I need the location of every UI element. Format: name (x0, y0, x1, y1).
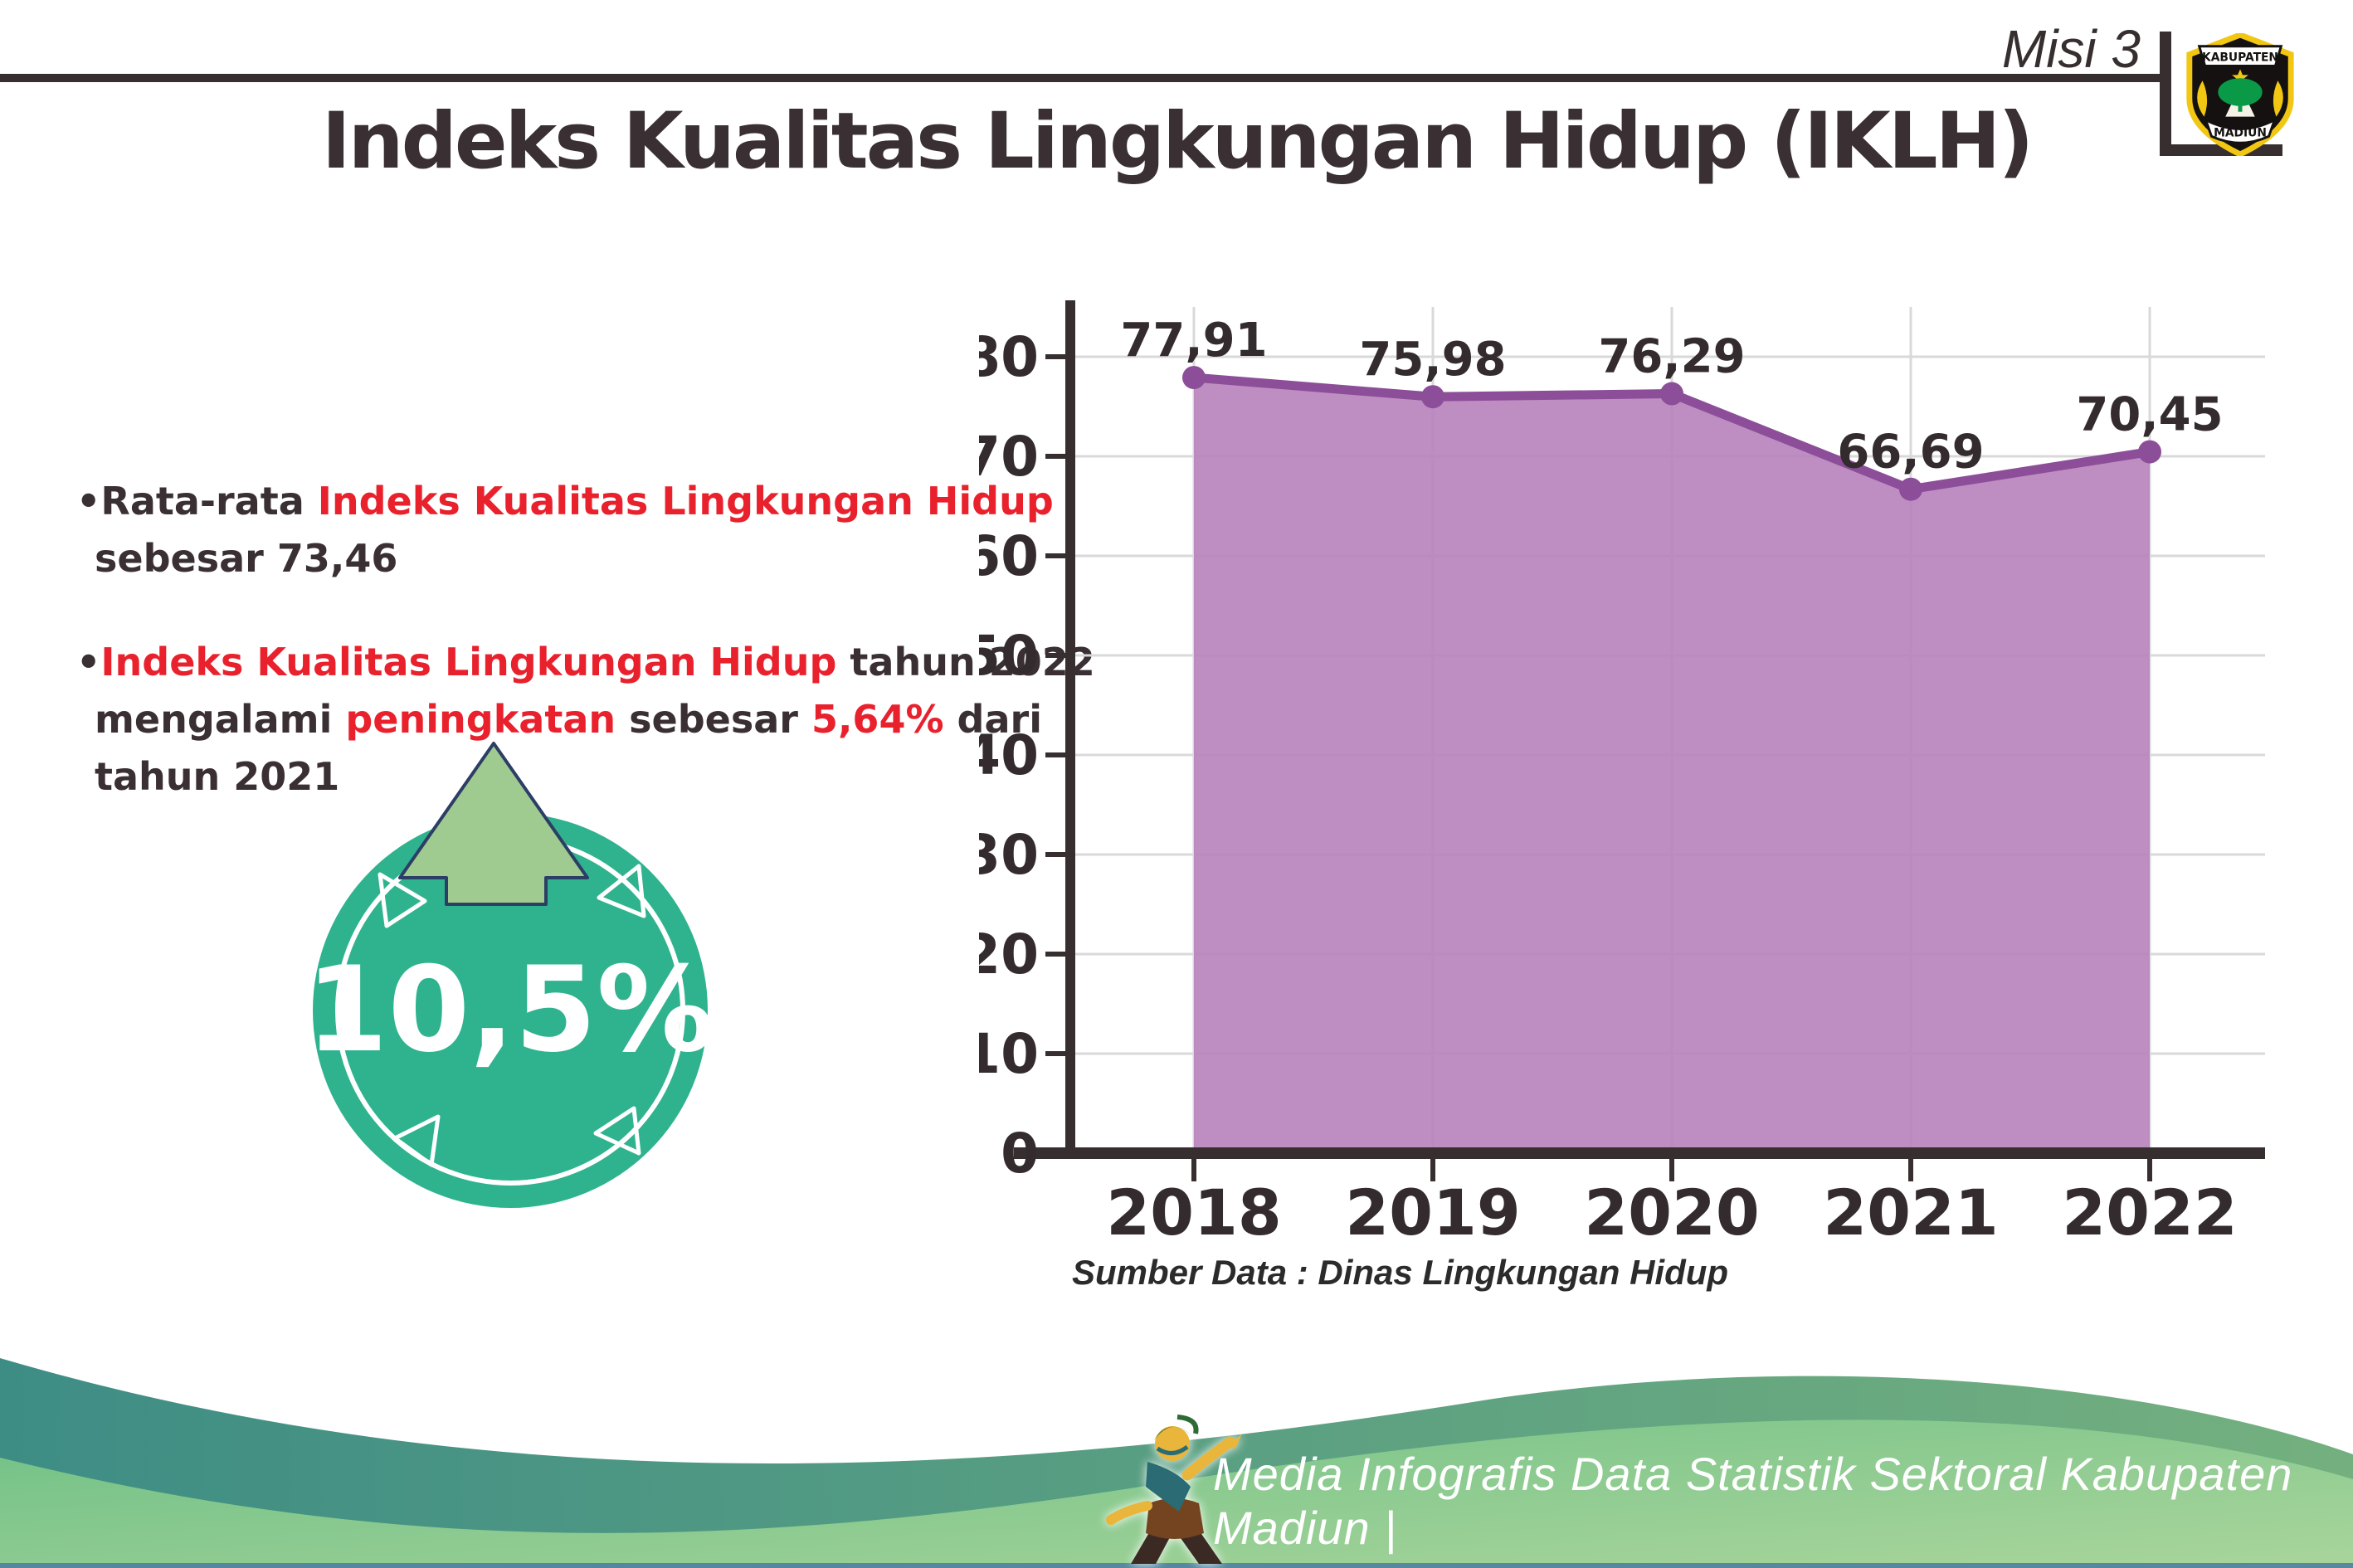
footer-credit: Media Infografis Data Statistik Sektoral… (1213, 1448, 2293, 1554)
mission-label: Misi 3 (2001, 19, 2141, 79)
badge-value: 10,5% (307, 942, 714, 1079)
data-point-label: 75,98 (1359, 333, 1506, 387)
x-tick-label: 2020 (1584, 1176, 1760, 1249)
logo-bottom-text: MADIUN (2214, 126, 2267, 139)
badge-triangle-se (593, 1106, 641, 1156)
highlight-bullets: •Rata-rata Indeks Kualitas Lingkungan Hi… (76, 473, 1097, 852)
y-tick-label: 70 (979, 425, 1039, 489)
data-point (1899, 477, 1922, 501)
kabupaten-madiun-logo-icon: KABUPATEN MADIUN (2186, 33, 2294, 156)
y-tick-label: 30 (979, 823, 1039, 887)
data-point-label: 77,91 (1120, 314, 1267, 368)
logo-top-text: KABUPATEN (2202, 51, 2278, 65)
y-tick-label: 0 (1001, 1122, 1039, 1186)
y-tick-label: 80 (979, 325, 1039, 389)
x-tick-label: 2022 (2062, 1176, 2238, 1249)
header-rule (0, 74, 2167, 82)
badge-triangle-sw (392, 1114, 441, 1167)
logo-frame-vertical (2160, 32, 2171, 156)
data-point (1660, 382, 1683, 406)
footer-bottom-strip (0, 1563, 2353, 1568)
x-tick-label: 2018 (1106, 1176, 1282, 1249)
x-tick-label: 2019 (1345, 1176, 1521, 1249)
iklh-area-chart: 0 10 20 30 40 50 60 70 80 2018 2019 2020 2021 2022 77,… (979, 300, 2265, 1249)
badge-triangle-nw (378, 872, 427, 928)
badge-triangle-ne (597, 864, 646, 918)
y-tick-label: 60 (979, 524, 1039, 588)
bullet-item: •Rata-rata Indeks Kualitas Lingkungan Hi… (76, 479, 1054, 581)
dancer-mascot-icon (1106, 1415, 1242, 1564)
data-point-label: 70,45 (2076, 388, 2223, 442)
y-tick-label: 40 (979, 723, 1039, 787)
bullet-item: •Indeks Kualitas Lingkungan Hidup tahun … (76, 640, 1095, 799)
x-tick-label: 2021 (1823, 1176, 1999, 1249)
increase-badge: 10,5% (307, 742, 714, 1208)
area-fill (1194, 377, 2150, 1153)
data-point (1182, 366, 1206, 390)
data-point (1421, 385, 1444, 409)
y-tick-label: 10 (979, 1022, 1039, 1086)
y-tick-label: 20 (979, 923, 1039, 986)
data-source-note: Sumber Data : Dinas Lingkungan Hidup (1072, 1253, 1729, 1292)
page-title: Indeks Kualitas Lingkungan Hidup (IKLH) (321, 96, 2034, 187)
y-tick-label: 50 (979, 624, 1039, 688)
data-point-label: 66,69 (1837, 426, 1984, 480)
up-arrow-icon (398, 742, 589, 906)
data-point (2138, 440, 2161, 464)
data-point-label: 76,29 (1598, 330, 1745, 384)
